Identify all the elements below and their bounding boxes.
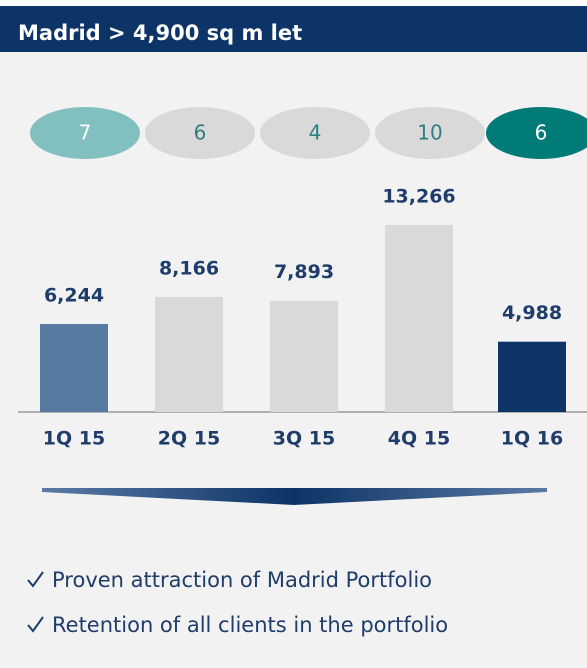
count-label: 7 [79, 121, 92, 145]
chevron [42, 488, 547, 505]
chart-title: Madrid > 4,900 sq m let [18, 21, 302, 45]
value-label: 6,244 [44, 284, 104, 306]
count-bubble [375, 107, 485, 159]
x-tick-label: 1Q 16 [501, 428, 563, 450]
value-label: 4,988 [502, 302, 562, 324]
bar [498, 341, 566, 412]
check-icon [27, 571, 44, 588]
bar [40, 323, 108, 412]
count-bubble [145, 107, 255, 159]
count-label: 10 [417, 121, 442, 145]
header-bar [0, 0, 587, 52]
count-bubble [486, 107, 587, 159]
x-tick-label: 1Q 15 [43, 428, 105, 450]
value-label: 8,166 [159, 257, 219, 279]
value-label: 7,893 [274, 261, 334, 283]
bar [385, 225, 453, 412]
header-top [0, 0, 587, 6]
count-bubble [30, 107, 140, 159]
x-tick-label: 4Q 15 [388, 428, 450, 450]
count-label: 6 [194, 121, 207, 145]
check-icon [27, 616, 44, 633]
count-bubble [260, 107, 370, 159]
bar [155, 296, 223, 412]
x-tick-label: 2Q 15 [158, 428, 220, 450]
bullet: Proven attraction of Madrid Portfolio [52, 568, 432, 592]
value-label: 13,266 [382, 186, 455, 208]
count-label: 4 [309, 121, 322, 145]
x-tick-label: 3Q 15 [273, 428, 335, 450]
bar [270, 300, 338, 412]
count-label: 6 [535, 121, 548, 145]
bullet: Retention of all clients in the portfoli… [52, 613, 448, 637]
